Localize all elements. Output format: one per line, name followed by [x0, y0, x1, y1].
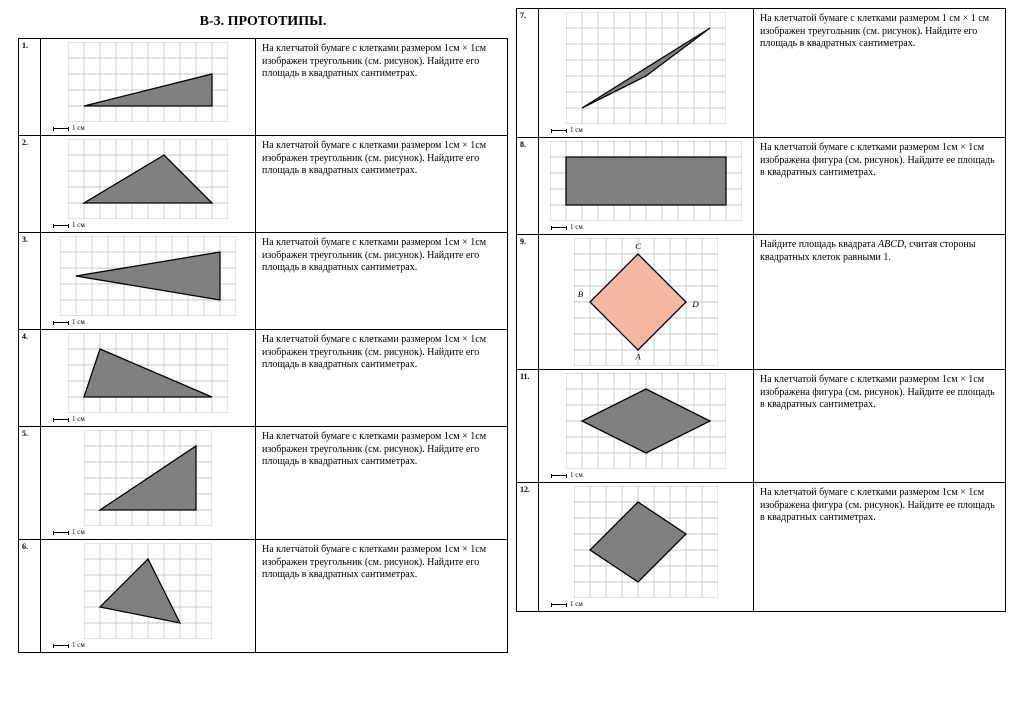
figure-cell: 1 см	[41, 330, 256, 426]
problem-row: 6. 1 см На клетчатой бумаге с клетками р…	[18, 539, 508, 653]
problem-row: 7. 1 см На клетчатой бумаге с клетками р…	[516, 8, 1006, 138]
problem-row: 5. 1 см На клетчатой бумаге с клетками р…	[18, 426, 508, 540]
grid-figure: A B C D	[574, 238, 718, 366]
scale-label: 1 см	[53, 221, 85, 229]
problem-row: 2. 1 см На клетчатой бумаге с клетками р…	[18, 135, 508, 233]
figure-cell: 1 см	[539, 483, 754, 611]
problem-text: На клетчатой бумаге с клетками размером …	[256, 330, 507, 426]
vertex-label: B	[578, 289, 584, 299]
scale-label: 1 см	[551, 126, 583, 134]
scale-label: 1 см	[551, 223, 583, 231]
figure-cell: 1 см	[41, 540, 256, 652]
problem-text: На клетчатой бумаге с клетками размером …	[256, 136, 507, 232]
grid-figure	[84, 543, 212, 639]
figure-cell: 1 см	[539, 138, 754, 234]
problem-number: 11.	[517, 370, 539, 482]
vertex-label: D	[691, 299, 699, 309]
problem-number: 3.	[19, 233, 41, 329]
grid-figure	[574, 486, 718, 598]
grid-figure	[566, 373, 726, 469]
scale-label: 1 см	[551, 471, 583, 479]
grid-figure	[550, 141, 742, 221]
figure-cell: 1 см	[41, 136, 256, 232]
right-column: 7. 1 см На клетчатой бумаге с клетками р…	[516, 8, 1006, 653]
problem-text: На клетчатой бумаге с клетками размером …	[754, 370, 1005, 482]
vertex-label: C	[635, 241, 641, 251]
grid-figure	[60, 236, 236, 316]
problem-number: 6.	[19, 540, 41, 652]
figure-cell: A B C D	[539, 235, 754, 369]
figure-cell: 1 см	[41, 233, 256, 329]
grid-figure	[68, 333, 228, 413]
problem-number: 4.	[19, 330, 41, 426]
figure-cell: 1 см	[539, 370, 754, 482]
problem-number: 8.	[517, 138, 539, 234]
scale-label: 1 см	[53, 528, 85, 536]
grid-figure	[566, 12, 726, 124]
problem-row: 9. A B C D Найдите площадь квадрата ABCD, с…	[516, 234, 1006, 370]
scale-label: 1 см	[53, 415, 85, 423]
problem-number: 9.	[517, 235, 539, 369]
problem-text: На клетчатой бумаге с клетками размером …	[754, 138, 1005, 234]
figure-cell: 1 см	[41, 427, 256, 539]
problem-row: 12. 1 см На клетчатой бумаге с клетками …	[516, 482, 1006, 612]
scale-label: 1 см	[53, 124, 85, 132]
problem-number: 7.	[517, 9, 539, 137]
page-title: В-3. ПРОТОТИПЫ.	[18, 14, 508, 30]
problem-number: 2.	[19, 136, 41, 232]
grid-figure	[68, 139, 228, 219]
problem-number: 1.	[19, 39, 41, 135]
problem-row: 4. 1 см На клетчатой бумаге с клетками р…	[18, 329, 508, 427]
problem-row: 8. 1 см На клетчатой бумаге с клетками р…	[516, 137, 1006, 235]
vertex-label: A	[634, 352, 641, 362]
problem-text: Найдите площадь квадрата ABCD, считая ст…	[754, 235, 1005, 369]
grid-figure	[84, 430, 212, 526]
figure-cell: 1 см	[41, 39, 256, 135]
grid-figure	[68, 42, 228, 122]
left-column: В-3. ПРОТОТИПЫ. 1. 1 см На клетчатой бум…	[18, 8, 508, 653]
scale-label: 1 см	[53, 641, 85, 649]
problem-text: На клетчатой бумаге с клетками размером …	[256, 540, 507, 652]
problem-text: На клетчатой бумаге с клетками размером …	[256, 427, 507, 539]
scale-label: 1 см	[551, 600, 583, 608]
problem-text: На клетчатой бумаге с клетками размером …	[256, 39, 507, 135]
problem-text: На клетчатой бумаге с клетками размером …	[256, 233, 507, 329]
problem-text: На клетчатой бумаге с клетками размером …	[754, 9, 1005, 137]
problem-row: 11. 1 см На клетчатой бумаге с клетками …	[516, 369, 1006, 483]
worksheet-page: В-3. ПРОТОТИПЫ. 1. 1 см На клетчатой бум…	[0, 0, 1024, 661]
problem-row: 1. 1 см На клетчатой бумаге с клетками р…	[18, 38, 508, 136]
problem-row: 3. 1 см На клетчатой бумаге с клетками р…	[18, 232, 508, 330]
problem-number: 5.	[19, 427, 41, 539]
problem-text: На клетчатой бумаге с клетками размером …	[754, 483, 1005, 611]
scale-label: 1 см	[53, 318, 85, 326]
problem-number: 12.	[517, 483, 539, 611]
figure-cell: 1 см	[539, 9, 754, 137]
